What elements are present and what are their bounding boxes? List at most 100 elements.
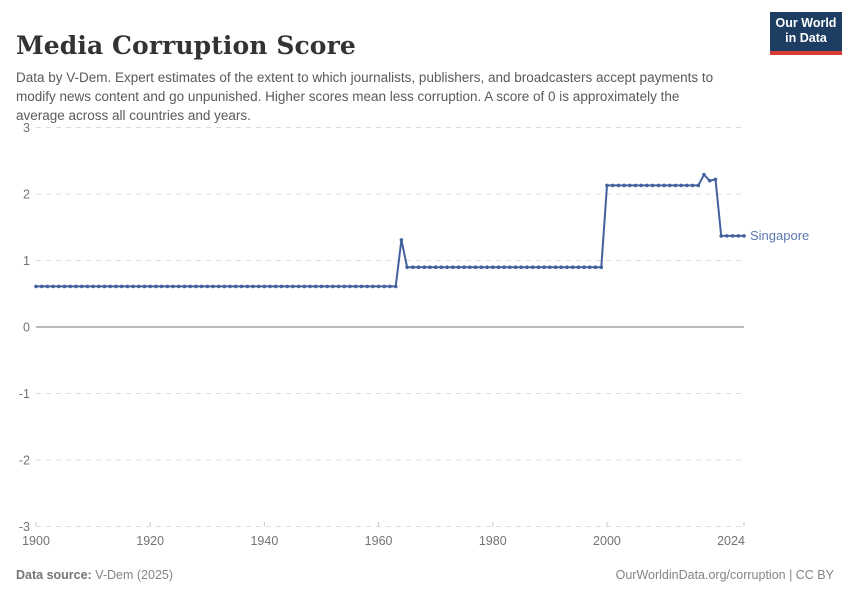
data-point [62, 284, 67, 289]
chart-footer: Data source: V-Dem (2025) OurWorldinData… [16, 568, 834, 582]
owid-logo-line2: in Data [785, 31, 827, 45]
page-title: Media Corruption Score [16, 30, 356, 60]
data-point [439, 265, 444, 269]
data-point [142, 284, 147, 289]
data-point [736, 234, 741, 238]
data-point [85, 284, 90, 289]
data-point [662, 183, 666, 188]
data-point [45, 284, 50, 289]
data-point [239, 284, 244, 289]
y-tick-label: 2 [23, 188, 30, 202]
data-point [599, 265, 604, 269]
data-point [159, 284, 164, 289]
data-point [610, 183, 615, 188]
data-point [462, 265, 467, 269]
data-point [565, 265, 569, 269]
data-point [365, 284, 370, 289]
data-point [411, 265, 415, 269]
data-point [548, 265, 552, 269]
credit-link[interactable]: OurWorldinData.org/corruption | CC BY [615, 568, 834, 582]
data-point [376, 284, 381, 289]
data-point [479, 265, 484, 269]
data-point [725, 234, 729, 238]
data-point [485, 265, 489, 269]
data-point [274, 284, 278, 289]
data-point [57, 284, 61, 289]
series-line [35, 173, 745, 288]
data-point [656, 183, 661, 188]
x-tick-label: 1940 [250, 534, 278, 548]
data-point [108, 284, 112, 289]
data-point [713, 177, 718, 182]
data-point [639, 183, 643, 188]
y-tick-label: -1 [19, 387, 30, 401]
data-point [131, 284, 135, 289]
data-point [165, 284, 170, 289]
data-point [51, 284, 55, 289]
data-point [319, 284, 324, 289]
data-point [79, 284, 84, 289]
data-source-value: V-Dem (2025) [91, 568, 174, 582]
data-point [399, 238, 404, 242]
data-point [222, 284, 227, 289]
data-point [405, 265, 409, 269]
data-point [650, 183, 655, 188]
data-point [279, 284, 284, 289]
y-tick-label: 0 [23, 321, 30, 335]
data-point [456, 265, 461, 269]
data-point [205, 284, 210, 289]
data-point [696, 183, 701, 188]
data-point [633, 183, 638, 188]
y-tick-label: -2 [19, 454, 30, 468]
data-point [308, 284, 312, 289]
y-tick-label: 1 [23, 254, 30, 268]
data-point [679, 183, 683, 188]
data-point [296, 284, 301, 289]
data-point [428, 265, 432, 269]
data-point [216, 284, 221, 289]
data-point [508, 265, 512, 269]
data-point [542, 265, 546, 269]
data-point [628, 183, 632, 188]
data-point [388, 284, 392, 289]
data-point [268, 284, 272, 289]
data-point [251, 284, 255, 289]
data-point [645, 183, 649, 188]
y-tick-label: 3 [23, 121, 30, 135]
data-point [536, 265, 541, 269]
data-point [730, 234, 735, 238]
data-point [353, 284, 358, 289]
data-point [262, 284, 267, 289]
data-point [582, 265, 586, 269]
data-point [690, 183, 695, 188]
data-point [433, 265, 438, 269]
data-point [171, 284, 175, 289]
data-point [719, 234, 723, 238]
data-point [119, 284, 124, 289]
data-point [176, 284, 181, 289]
data-point [468, 265, 472, 269]
data-point [393, 284, 398, 289]
data-point [188, 284, 192, 289]
data-point [382, 284, 387, 289]
data-point [194, 284, 198, 289]
data-point [422, 265, 427, 269]
data-point [685, 183, 689, 188]
data-point [285, 284, 290, 289]
x-tick-label: 2000 [593, 534, 621, 548]
data-point [97, 284, 101, 289]
data-point [348, 284, 352, 289]
series-label-singapore[interactable]: Singapore [750, 227, 810, 243]
data-point [742, 234, 746, 238]
y-tick-label: -3 [19, 520, 30, 534]
data-point [359, 284, 364, 289]
owid-logo[interactable]: Our World in Data [770, 12, 842, 55]
data-point [588, 265, 592, 269]
data-point [445, 265, 449, 269]
data-point [513, 265, 518, 269]
data-point [616, 183, 621, 188]
data-point [74, 284, 78, 289]
data-point [416, 265, 421, 269]
